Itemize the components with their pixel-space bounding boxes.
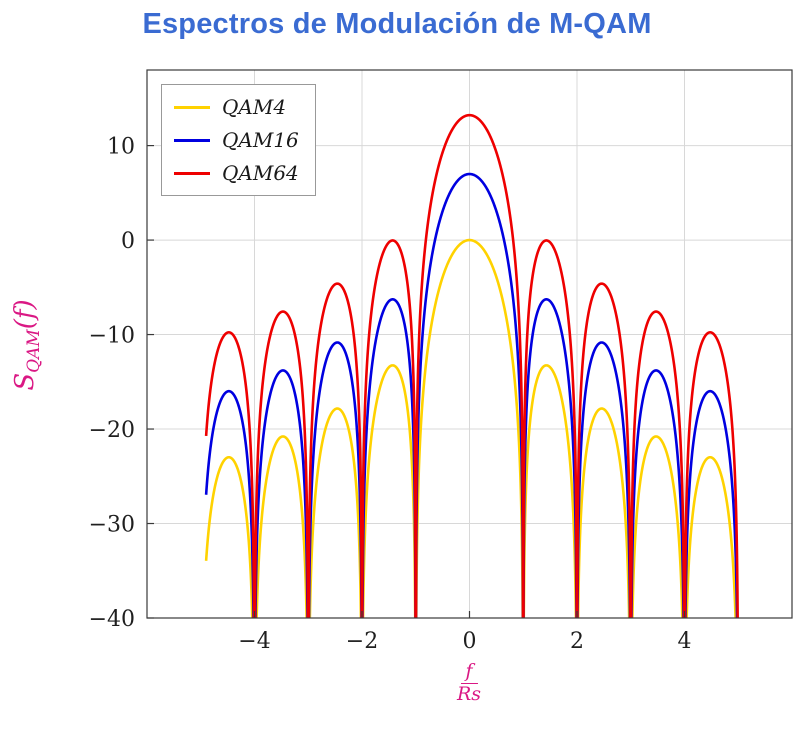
legend-swatch-qam4 — [174, 105, 210, 109]
legend-swatch-qam16 — [174, 138, 210, 142]
curve-QAM16 — [204, 172, 739, 618]
x-axis-label: f Rs — [457, 660, 481, 706]
legend-label-qam4: QAM4 — [222, 95, 287, 119]
legend: QAM4 QAM16 QAM64 — [161, 84, 316, 196]
y-tick-label: −20 — [89, 418, 135, 443]
y-axis-label: SQAM(f) — [10, 299, 44, 390]
x-tick-label: 4 — [678, 629, 692, 654]
curve-QAM64 — [204, 113, 739, 618]
y-tick-label: 10 — [107, 135, 135, 160]
x-tick-label: −4 — [238, 629, 270, 654]
x-axis-fraction: f Rs — [456, 660, 482, 706]
chart-title: Espectros de Modulación de M-QAM — [142, 8, 652, 40]
y-tick-label: −10 — [89, 324, 135, 349]
x-axis-denominator: Rs — [456, 682, 482, 705]
y-tick-label: −30 — [89, 513, 135, 538]
legend-item-qam64: QAM64 — [174, 161, 299, 185]
legend-item-qam4: QAM4 — [174, 95, 299, 119]
curve-QAM4 — [204, 238, 737, 618]
legend-swatch-qam64 — [174, 171, 210, 175]
y-tick-label: −40 — [89, 607, 135, 632]
x-tick-label: 2 — [570, 629, 584, 654]
y-axis-label-base: S — [9, 372, 40, 391]
y-axis-label-sub: QAM — [24, 329, 45, 373]
x-tick-label: −2 — [346, 629, 378, 654]
y-axis-label-rest: (f) — [9, 299, 40, 330]
x-tick-label: 0 — [463, 629, 477, 654]
x-axis-numerator: f — [460, 660, 478, 684]
curves-group — [204, 113, 739, 618]
legend-label-qam64: QAM64 — [222, 161, 299, 185]
legend-label-qam16: QAM16 — [222, 128, 299, 152]
legend-item-qam16: QAM16 — [174, 128, 299, 152]
y-tick-label: 0 — [121, 229, 135, 254]
